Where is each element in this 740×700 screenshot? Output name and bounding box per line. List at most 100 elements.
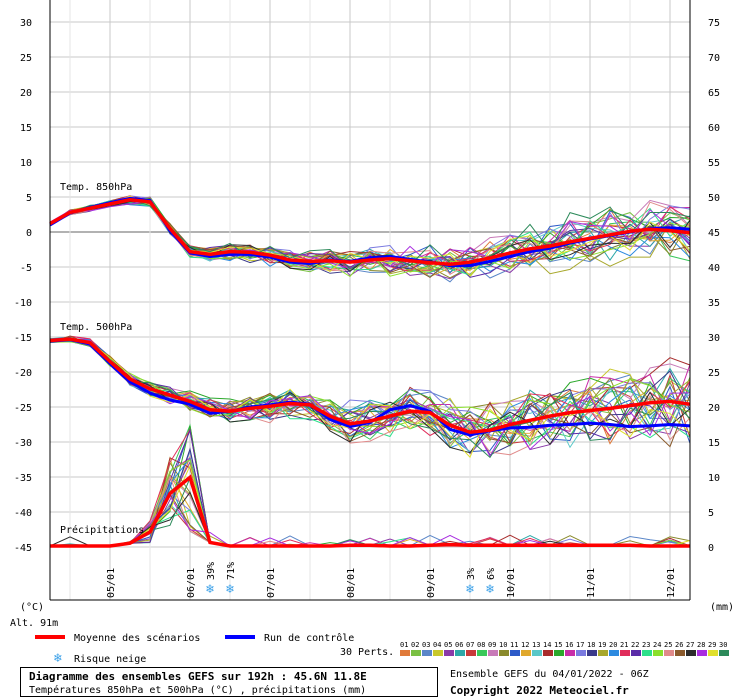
- member-key-label: 01: [400, 641, 408, 649]
- right-tick-label: 35: [708, 298, 720, 309]
- left-tick-label: -5: [20, 263, 32, 274]
- right-tick-label: 25: [708, 368, 720, 379]
- member-key-label: 28: [697, 641, 705, 649]
- member-key-swatch: [499, 650, 509, 656]
- member-key-label: 20: [609, 641, 617, 649]
- member-key-swatch: [565, 650, 575, 656]
- member-key-swatch: [477, 650, 487, 656]
- member-key-swatch: [587, 650, 597, 656]
- right-tick-label: 40: [708, 263, 720, 274]
- member-key-label: 25: [664, 641, 672, 649]
- chart-title: Diagramme des ensembles GEFS sur 192h : …: [29, 670, 367, 683]
- member-key-label: 10: [499, 641, 507, 649]
- member-key-swatch: [444, 650, 454, 656]
- member-key-swatch: [719, 650, 729, 656]
- date-tick-label: 08/01: [346, 568, 357, 598]
- legend-perts-label: 30 Perts.: [340, 647, 394, 658]
- member-25-t850: [49, 195, 691, 275]
- member-key-swatch: [642, 650, 652, 656]
- member-key-label: 09: [488, 641, 496, 649]
- t500-label: Temp. 500hPa: [60, 322, 132, 333]
- member-key-swatch: [609, 650, 619, 656]
- right-tick-label: 10: [708, 473, 720, 484]
- member-key-swatch: [620, 650, 630, 656]
- member-key-label: 06: [455, 641, 463, 649]
- member-key-swatch: [433, 650, 443, 656]
- member-key-label: 02: [411, 641, 419, 649]
- left-unit: (°C): [20, 602, 44, 613]
- left-tick-label: 5: [26, 193, 32, 204]
- left-tick-label: 30: [20, 18, 32, 29]
- snowflake-icon: ❄: [485, 582, 494, 597]
- member-key-label: 19: [598, 641, 606, 649]
- legend: Moyenne des scénarios Run de contrôle ❄ Ris…: [35, 632, 729, 666]
- date-tick-label: 09/01: [426, 568, 437, 598]
- t850-mean-line: [49, 198, 691, 266]
- member-15-t850: [49, 196, 691, 270]
- left-tick-label: -20: [14, 368, 32, 379]
- legend-control-label: Run de contrôle: [264, 632, 354, 644]
- member-key-label: 14: [543, 641, 551, 649]
- snow-risk-percent: 39%: [206, 562, 217, 580]
- member-key-label: 24: [653, 641, 661, 649]
- snow-risk-percent: 71%: [226, 562, 237, 580]
- snowflake-icon: ❄: [205, 582, 214, 597]
- left-tick-label: -40: [14, 508, 32, 519]
- member-key-swatch: [653, 650, 663, 656]
- member-19-t500: [49, 339, 691, 442]
- right-tick-label: 15: [708, 438, 720, 449]
- t850-label: Temp. 850hPa: [60, 182, 132, 193]
- right-tick-label: 55: [708, 158, 720, 169]
- date-tick-label: 07/01: [266, 568, 277, 598]
- snowflake-icon: ❄: [465, 582, 474, 597]
- member-key-swatch: [686, 650, 696, 656]
- right-tick-label: 30: [708, 333, 720, 344]
- member-key-swatch: [400, 650, 410, 656]
- right-tick-label: 0: [708, 543, 714, 554]
- member-key-swatch: [411, 650, 421, 656]
- member-key-label: 26: [675, 641, 683, 649]
- labels: (°C) (mm) Alt. 91m Temp. 850hPa Temp. 500hPa…: [10, 182, 734, 629]
- left-tick-label: 25: [20, 53, 32, 64]
- member-key-label: 11: [510, 641, 518, 649]
- left-tick-label: -35: [14, 473, 32, 484]
- member-key-swatch: [675, 650, 685, 656]
- snow-risk-percent: 3%: [466, 568, 477, 580]
- member-key-label: 03: [422, 641, 430, 649]
- member-key-swatch: [422, 650, 432, 656]
- legend-snow-label: Risque neige: [74, 654, 146, 665]
- member-key-swatch: [598, 650, 608, 656]
- member-key-swatch: [466, 650, 476, 656]
- snowflake-icon: ❄: [225, 582, 234, 597]
- member-key-label: 07: [466, 641, 474, 649]
- left-tick-label: 10: [20, 158, 32, 169]
- member-key-swatch: [554, 650, 564, 656]
- mean-lines: [49, 196, 691, 548]
- date-tick-label: 10/01: [506, 568, 517, 598]
- member-key-label: 27: [686, 641, 694, 649]
- member-key-swatch: [521, 650, 531, 656]
- right-tick-label: 50: [708, 193, 720, 204]
- date-tick-label: 06/01: [186, 568, 197, 598]
- right-tick-label: 60: [708, 123, 720, 134]
- legend-mean-label: Moyenne des scénarios: [74, 632, 200, 644]
- left-tick-label: 0: [26, 228, 32, 239]
- right-tick-label: 45: [708, 228, 720, 239]
- member-key-label: 29: [708, 641, 716, 649]
- member-key-label: 13: [532, 641, 540, 649]
- member-key-swatch: [631, 650, 641, 656]
- altitude-label: Alt. 91m: [10, 618, 58, 629]
- member-key-label: 30: [719, 641, 727, 649]
- member-key-label: 21: [620, 641, 628, 649]
- run-info: Ensemble GEFS du 04/01/2022 - 06Z: [450, 669, 649, 680]
- chart-subtitle: Températures 850hPa et 500hPa (°C) , pré…: [29, 685, 367, 696]
- member-key-label: 18: [587, 641, 595, 649]
- date-tick-label: 12/01: [666, 568, 677, 598]
- member-key-swatch: [664, 650, 674, 656]
- right-unit: (mm): [710, 602, 734, 613]
- precip-mean-line: [50, 474, 690, 548]
- left-tick-label: 20: [20, 88, 32, 99]
- left-tick-label: -10: [14, 298, 32, 309]
